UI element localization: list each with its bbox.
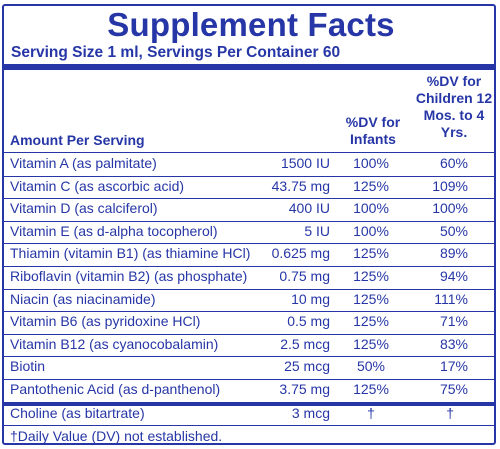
choline-infants: †	[367, 405, 375, 421]
choline-children: †	[446, 405, 454, 421]
header-infants: %DV for Infants	[333, 114, 413, 148]
dv-infants: 125%	[353, 245, 389, 262]
dv-infants: 125%	[353, 381, 389, 397]
dv-infants: 50%	[356, 358, 386, 375]
nutrient-name: Vitamin D (as calciferol)	[10, 200, 158, 217]
nutrient-name: Pantothenic Acid (as d-panthenol)	[10, 381, 221, 397]
row-rule	[4, 266, 494, 267]
dv-children: 109%	[432, 177, 468, 194]
footnote-rule	[4, 425, 494, 426]
choline-divider	[4, 402, 494, 406]
dv-infants: 125%	[353, 335, 389, 352]
nutrient-amount: 5 IU	[304, 222, 330, 239]
dv-infants: 125%	[353, 290, 389, 307]
dv-children: 111%	[434, 290, 468, 307]
footnote: †Daily Value (DV) not established.	[10, 428, 223, 444]
dv-infants: 100%	[353, 222, 389, 239]
header-children-text: %DV for Children 12 Mos. to 4 Yrs.	[415, 73, 493, 140]
nutrient-amount: 400 IU	[288, 200, 330, 217]
row-rule	[4, 288, 494, 290]
dv-infants: 125%	[353, 177, 389, 194]
dv-children: 94%	[439, 268, 468, 284]
nutrient-name: Vitamin B6 (as pyridoxine HCl)	[10, 313, 201, 330]
header-infants-text: %DV for Infants	[345, 114, 401, 147]
nutrient-name: Biotin	[10, 358, 46, 375]
panel-title: Supplement Facts	[107, 6, 395, 43]
dv-infants: 100%	[353, 155, 389, 171]
nutrient-name: Vitamin B12 (as cyanocobalamin)	[10, 335, 219, 352]
row-rule	[4, 243, 494, 245]
dv-children: 50%	[439, 222, 468, 239]
dv-children: 89%	[439, 245, 468, 262]
dv-infants: 100%	[353, 200, 389, 217]
nutrient-amount: 3.75 mg	[279, 381, 330, 397]
header-amount: Amount Per Serving	[10, 132, 145, 148]
header-rule	[4, 152, 494, 153]
nutrient-amount: 2.5 mcg	[280, 335, 330, 352]
dv-children: 71%	[439, 313, 468, 330]
dv-children: 100%	[432, 200, 468, 217]
nutrient-name: Niacin (as niacinamide)	[10, 290, 156, 307]
nutrient-name: Vitamin E (as d-alpha tocopherol)	[10, 222, 218, 239]
dv-children: 17%	[439, 358, 468, 375]
nutrient-amount: 25 mcg	[284, 358, 330, 375]
nutrient-amount: 0.5 mg	[287, 313, 330, 330]
serving-info: Serving Size 1 ml, Servings Per Containe…	[11, 44, 341, 61]
nutrient-name: Vitamin A (as palmitate)	[10, 155, 157, 171]
dv-infants: 125%	[353, 268, 389, 284]
row-rule	[4, 333, 494, 335]
row-rule	[4, 311, 494, 313]
row-rule	[4, 198, 494, 200]
row-rule	[4, 379, 494, 380]
choline-amount: 3 mcg	[291, 405, 330, 421]
nutrient-amount: 0.75 mg	[279, 268, 330, 284]
nutrient-name: Riboflavin (vitamin B2) (as phosphate)	[10, 268, 248, 284]
nutrient-amount: 1500 IU	[280, 155, 330, 171]
header-children: %DV for Children 12 Mos. to 4 Yrs.	[411, 73, 497, 141]
row-rule	[4, 356, 494, 358]
dv-children: 83%	[439, 335, 468, 352]
row-rule	[4, 175, 494, 177]
nutrient-amount: 10 mg	[291, 290, 330, 307]
dv-infants: 125%	[353, 313, 389, 330]
choline-name: Choline (as bitartrate)	[10, 405, 145, 421]
nutrient-name: Vitamin C (as ascorbic acid)	[10, 177, 185, 194]
dv-children: 75%	[439, 381, 468, 397]
supplement-facts-panel: Supplement Facts Serving Size 1 ml, Serv…	[2, 4, 496, 445]
nutrient-amount: 43.75 mg	[271, 177, 330, 194]
thick-rule	[4, 64, 494, 70]
dv-children: 60%	[439, 155, 468, 171]
nutrient-name: Thiamin (vitamin B1) (as thiamine HCl)	[10, 245, 251, 262]
row-rule	[4, 220, 494, 222]
nutrient-amount: 0.625 mg	[271, 245, 330, 262]
